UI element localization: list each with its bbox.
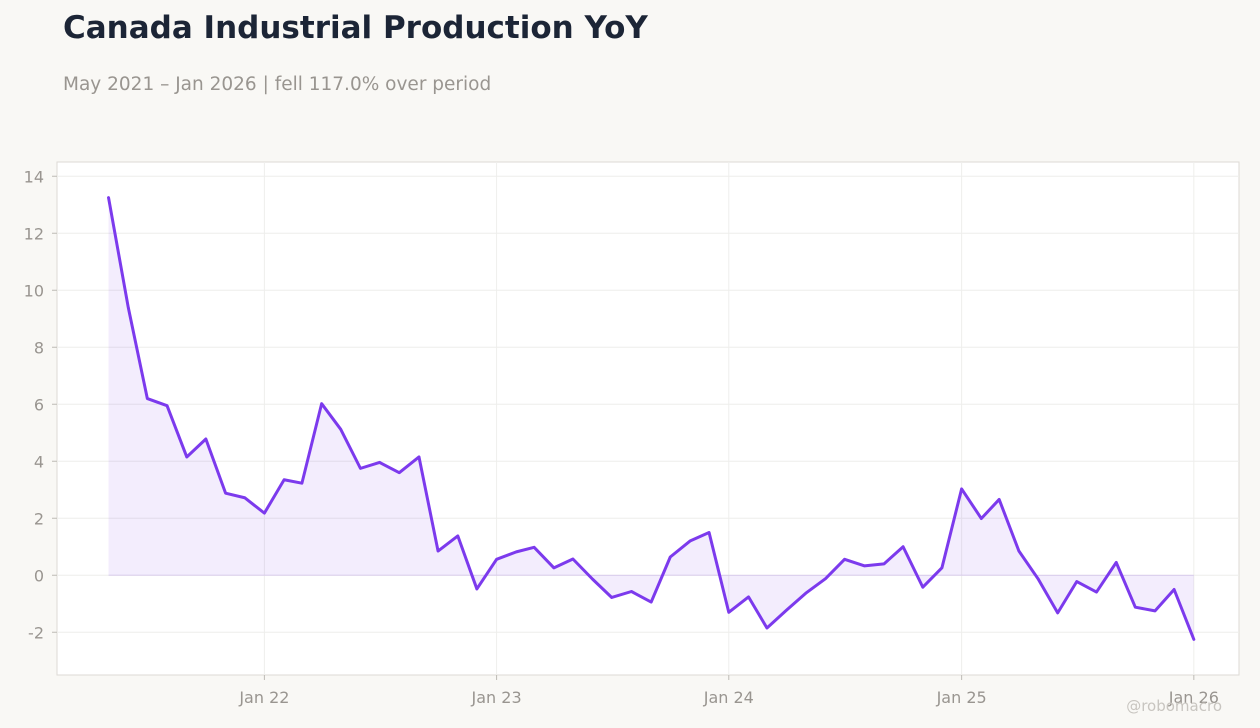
data-point — [630, 590, 633, 593]
data-point — [727, 611, 730, 614]
data-point — [1192, 638, 1196, 641]
y-axis: -2 0 2 4 6 8 10 12 14 — [24, 167, 57, 642]
x-tick-label: Jan 23 — [471, 688, 522, 707]
data-point — [765, 626, 769, 630]
data-point — [997, 498, 1001, 501]
data-point — [882, 562, 886, 566]
data-point — [1056, 611, 1059, 615]
data-point — [901, 545, 905, 548]
data-point — [1075, 580, 1078, 583]
data-point — [378, 461, 381, 464]
data-point — [300, 481, 304, 485]
y-tick-label: 10 — [24, 281, 44, 300]
data-point — [1134, 605, 1137, 609]
data-point — [185, 455, 188, 459]
watermark: @robomacro — [1126, 697, 1222, 715]
chart-subtitle: May 2021 – Jan 2026 | fell 117.0% over p… — [63, 74, 492, 95]
data-point — [940, 566, 944, 570]
data-point — [456, 534, 459, 538]
data-point — [532, 546, 536, 549]
data-point — [785, 608, 788, 612]
data-point — [263, 511, 266, 515]
data-point — [398, 471, 401, 474]
data-point — [165, 404, 169, 407]
data-point — [863, 564, 866, 568]
data-point — [417, 455, 421, 459]
data-point — [282, 478, 286, 481]
data-point — [571, 557, 575, 561]
data-point — [1017, 549, 1021, 553]
x-tick-label: Jan 22 — [238, 688, 289, 707]
data-point — [1095, 590, 1098, 594]
data-point — [339, 428, 342, 431]
data-point — [960, 487, 963, 491]
y-tick-label: 8 — [34, 338, 44, 357]
data-point — [552, 566, 556, 570]
y-tick-label: 4 — [34, 452, 44, 471]
y-tick-label: 14 — [24, 167, 44, 186]
data-point — [243, 496, 246, 499]
data-point — [591, 578, 594, 581]
chart-title: Canada Industrial Production YoY — [63, 10, 648, 46]
plot-area — [56, 161, 1240, 676]
data-point — [980, 517, 983, 520]
data-point — [224, 491, 227, 495]
x-tick-label: Jan 24 — [703, 688, 754, 707]
x-tick-label: Jan 25 — [936, 688, 987, 707]
data-point — [1153, 609, 1157, 613]
x-tick-label: Jan 26 — [1168, 688, 1219, 707]
data-point — [515, 550, 518, 554]
data-point — [1036, 577, 1040, 580]
data-point — [688, 539, 692, 543]
grid — [57, 162, 1239, 675]
data-point — [804, 592, 807, 595]
data-point — [107, 196, 110, 199]
y-tick-label: -2 — [28, 623, 44, 642]
data-point — [127, 306, 130, 309]
y-tick-label: 6 — [34, 395, 44, 414]
data-point — [1172, 588, 1176, 591]
series-points — [107, 196, 1196, 641]
y-tick-label: 0 — [34, 566, 44, 585]
data-point — [204, 437, 208, 441]
data-point — [495, 558, 498, 561]
data-point — [436, 549, 440, 553]
data-point — [320, 402, 323, 405]
data-point — [146, 397, 149, 400]
data-point — [649, 600, 653, 604]
data-point — [475, 587, 479, 591]
data-point — [824, 577, 827, 580]
series-area-fill — [108, 197, 1194, 640]
y-tick-label: 12 — [24, 224, 44, 243]
y-tick-label: 2 — [34, 509, 44, 528]
data-point — [359, 467, 362, 470]
x-axis: Jan 22 Jan 23 Jan 24 Jan 25 Jan 26 — [238, 675, 1219, 707]
data-point — [747, 595, 750, 599]
data-point — [669, 555, 672, 559]
data-point — [610, 596, 613, 599]
data-point — [921, 586, 925, 589]
data-point — [843, 558, 846, 561]
data-point — [1115, 561, 1118, 564]
data-point — [707, 531, 711, 534]
